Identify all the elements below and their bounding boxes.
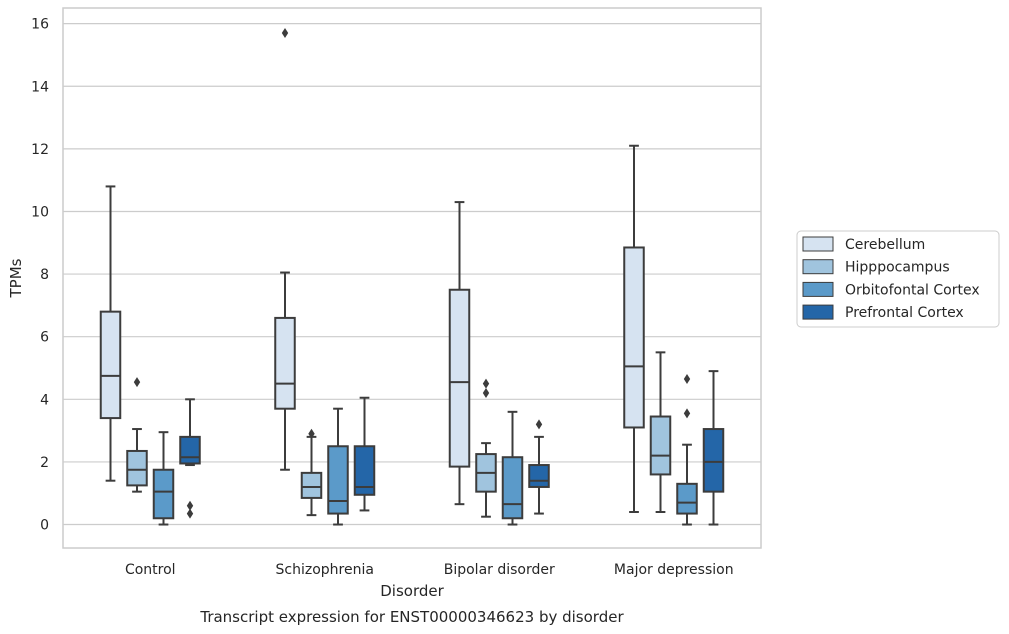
box bbox=[353, 396, 376, 512]
outlier-point bbox=[482, 378, 490, 389]
y-tick-label: 6 bbox=[40, 330, 49, 346]
y-axis-ticks: 0 2 4 6 8 10 12 14 16 bbox=[31, 17, 49, 534]
legend-item: Prefrontal Cortex bbox=[802, 304, 964, 321]
outlier-point bbox=[133, 377, 141, 388]
legend-swatch bbox=[802, 259, 834, 275]
box bbox=[99, 185, 122, 482]
outlier-point bbox=[186, 500, 194, 511]
legend-frame bbox=[796, 230, 1000, 328]
outlier-point bbox=[281, 28, 289, 39]
box-body bbox=[623, 246, 645, 429]
x-tick-label: Schizophrenia bbox=[276, 562, 374, 578]
legend: Cerebellum Hipppocampus Orbitofontal Corte… bbox=[796, 230, 1000, 328]
box bbox=[702, 370, 725, 526]
box-body bbox=[448, 288, 471, 468]
box bbox=[475, 378, 497, 518]
box bbox=[300, 428, 323, 517]
legend-item: Cerebellum bbox=[802, 236, 925, 253]
box-body bbox=[126, 449, 148, 487]
y-tick-label: 16 bbox=[31, 17, 49, 33]
box-body bbox=[179, 435, 201, 465]
box bbox=[274, 28, 296, 471]
y-axis-title: TPMs bbox=[7, 258, 25, 298]
y-tick-label: 8 bbox=[40, 267, 49, 283]
y-tick-label: 14 bbox=[31, 79, 49, 95]
outlier-point bbox=[535, 419, 543, 430]
box-body bbox=[99, 310, 122, 420]
box-plot-area bbox=[99, 28, 725, 526]
x-tick-label: Major depression bbox=[614, 562, 734, 578]
box-body bbox=[353, 445, 376, 496]
box bbox=[649, 351, 672, 513]
box bbox=[327, 407, 349, 526]
x-tick-label: Control bbox=[125, 562, 176, 578]
box bbox=[623, 144, 645, 513]
box bbox=[528, 419, 550, 515]
y-tick-label: 4 bbox=[40, 392, 49, 408]
legend-swatch bbox=[802, 236, 834, 252]
box-body bbox=[501, 456, 524, 520]
outlier-point bbox=[683, 373, 691, 384]
x-axis-title: Disorder bbox=[380, 582, 444, 600]
box bbox=[501, 410, 524, 526]
box bbox=[448, 201, 471, 506]
outlier-point bbox=[482, 388, 490, 399]
y-tick-label: 10 bbox=[31, 204, 49, 220]
box-body bbox=[327, 445, 349, 515]
legend-label: Orbitofontal Cortex bbox=[845, 282, 980, 298]
box-body bbox=[528, 464, 550, 488]
box-body bbox=[702, 428, 725, 493]
box bbox=[152, 431, 175, 526]
box-body bbox=[649, 415, 672, 476]
outlier-point bbox=[186, 508, 194, 519]
y-tick-label: 2 bbox=[40, 455, 49, 471]
legend-label: Prefrontal Cortex bbox=[845, 305, 964, 321]
legend-item: Hipppocampus bbox=[802, 259, 950, 276]
box-body bbox=[300, 471, 323, 499]
box bbox=[676, 373, 698, 526]
legend-item: Orbitofontal Cortex bbox=[802, 281, 980, 298]
box bbox=[126, 377, 148, 493]
legend-swatch bbox=[802, 281, 834, 297]
y-tick-label: 0 bbox=[40, 518, 49, 534]
box-body bbox=[152, 468, 175, 520]
box bbox=[179, 398, 201, 519]
x-tick-label: Bipolar disorder bbox=[444, 562, 555, 578]
plot-frame bbox=[62, 7, 762, 549]
legend-label: Hipppocampus bbox=[845, 260, 950, 276]
outlier-point bbox=[308, 428, 315, 439]
legend-swatch bbox=[802, 304, 834, 320]
y-tick-label: 12 bbox=[31, 142, 49, 158]
outlier-point bbox=[683, 408, 691, 419]
box-body bbox=[676, 482, 698, 515]
x-axis-ticks: Control Schizophrenia Bipolar disorder Majo… bbox=[125, 562, 734, 578]
chart-caption: Transcript expression for ENST0000034662… bbox=[199, 608, 624, 626]
legend-label: Cerebellum bbox=[845, 237, 925, 253]
box-body bbox=[274, 316, 296, 410]
